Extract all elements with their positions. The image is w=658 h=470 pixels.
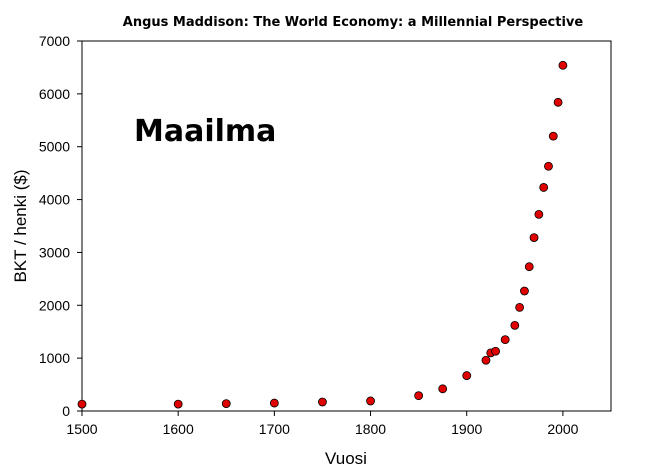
data-point xyxy=(515,302,525,312)
data-point xyxy=(269,398,279,408)
data-point xyxy=(414,391,424,401)
data-point xyxy=(529,233,539,243)
y-axis-label: BKT / henki ($) xyxy=(11,169,30,282)
data-point xyxy=(534,209,544,219)
data-point xyxy=(318,397,327,407)
data-point xyxy=(481,355,491,365)
y-tick-label: 5000 xyxy=(39,139,70,155)
data-points xyxy=(77,60,568,409)
chart-annotation: Maailma xyxy=(134,114,276,149)
x-tick-label: 1500 xyxy=(66,421,97,437)
plot-frame xyxy=(81,40,612,412)
x-tick-label: 2000 xyxy=(547,421,578,437)
x-tick-label: 1700 xyxy=(259,421,290,437)
data-point xyxy=(438,384,448,394)
y-tick-label: 2000 xyxy=(39,297,70,313)
data-point xyxy=(548,131,558,141)
data-point xyxy=(366,396,375,406)
y-tick-label: 1000 xyxy=(39,350,70,366)
data-point xyxy=(462,371,472,380)
data-point xyxy=(491,346,500,356)
x-tick-label: 1800 xyxy=(355,421,386,437)
y-tick-label: 6000 xyxy=(39,86,70,102)
data-point xyxy=(544,161,553,171)
data-point xyxy=(520,286,529,296)
data-point xyxy=(500,335,510,345)
chart-title: Angus Maddison: The World Economy: a Mil… xyxy=(123,15,584,30)
data-point xyxy=(558,60,568,70)
data-point xyxy=(221,399,231,409)
data-point xyxy=(553,97,563,107)
y-tick-label: 3000 xyxy=(39,244,70,260)
data-point xyxy=(524,262,534,272)
y-tick-label: 4000 xyxy=(39,192,70,208)
y-tick-label: 0 xyxy=(62,403,70,419)
x-axis: 1500 1600 1700 1800 1900 2000 xyxy=(66,411,579,437)
data-point xyxy=(510,320,520,330)
y-tick-label: 7000 xyxy=(39,33,70,49)
y-axis: 0 1000 2000 3000 4000 5000 6000 7000 xyxy=(39,33,82,419)
data-point xyxy=(539,183,549,192)
data-point xyxy=(77,399,87,409)
x-tick-label: 1900 xyxy=(451,421,482,437)
x-tick-label: 1600 xyxy=(163,421,194,437)
data-point xyxy=(173,399,183,409)
x-axis-label: Vuosi xyxy=(325,449,367,468)
